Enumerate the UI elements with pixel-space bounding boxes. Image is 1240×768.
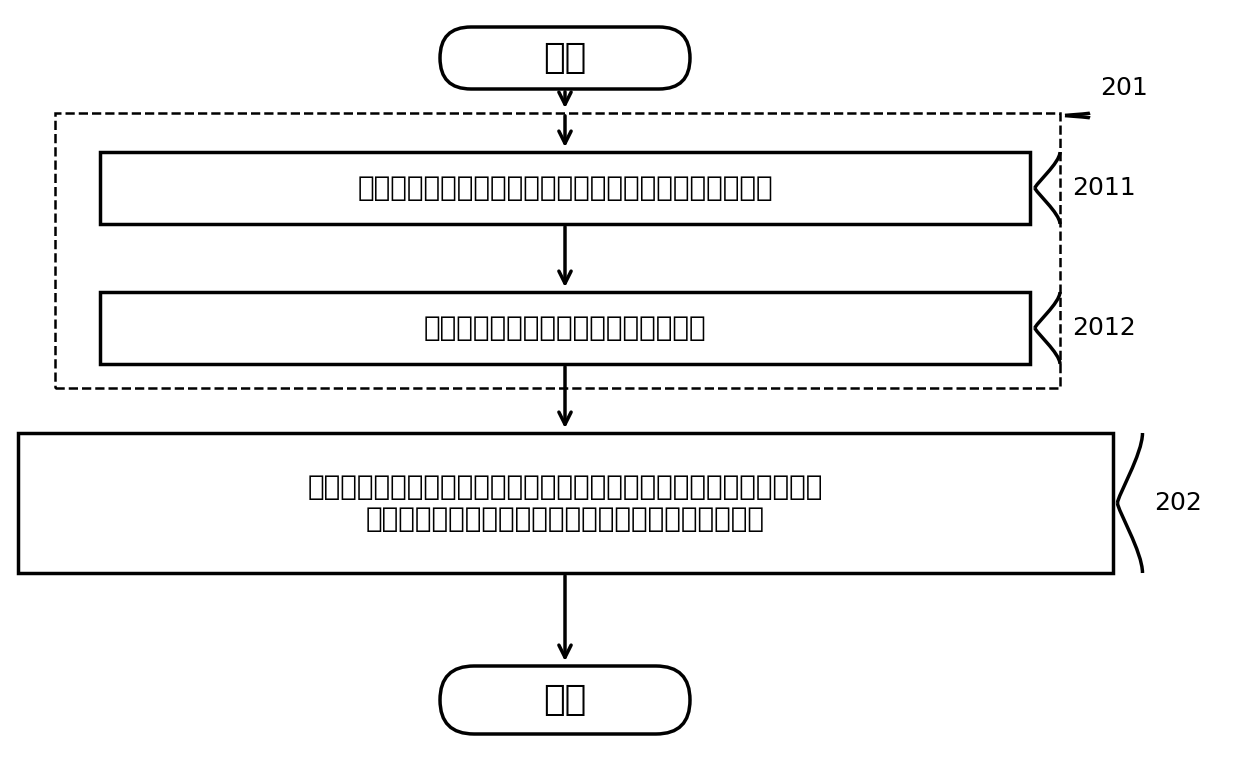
Text: 根据角度值和各扬声器的角度与音效关系，获取各扬声器在角度值下对
应的音效，控制各扬声器按照对应的音效进行音效播放: 根据角度值和各扬声器的角度与音效关系，获取各扬声器在角度值下对 应的音效，控制各… (308, 473, 822, 533)
FancyBboxPatch shape (440, 666, 689, 734)
Text: 201: 201 (1100, 76, 1148, 100)
Text: 2012: 2012 (1073, 316, 1136, 340)
Text: 根据加速力数据计算屏幕朝向的角度值: 根据加速力数据计算屏幕朝向的角度值 (424, 314, 707, 342)
Bar (17, 433, 1112, 573)
FancyBboxPatch shape (440, 27, 689, 89)
Bar (100, 152, 1030, 224)
Bar (55, 113, 1060, 388)
Text: 开始: 开始 (543, 41, 587, 75)
Text: 通过终端内置的加速度传感器实时采集终端的加速力数据: 通过终端内置的加速度传感器实时采集终端的加速力数据 (357, 174, 773, 202)
Text: 2011: 2011 (1073, 176, 1136, 200)
Text: 结束: 结束 (543, 683, 587, 717)
Bar (100, 292, 1030, 364)
Text: 202: 202 (1154, 491, 1203, 515)
